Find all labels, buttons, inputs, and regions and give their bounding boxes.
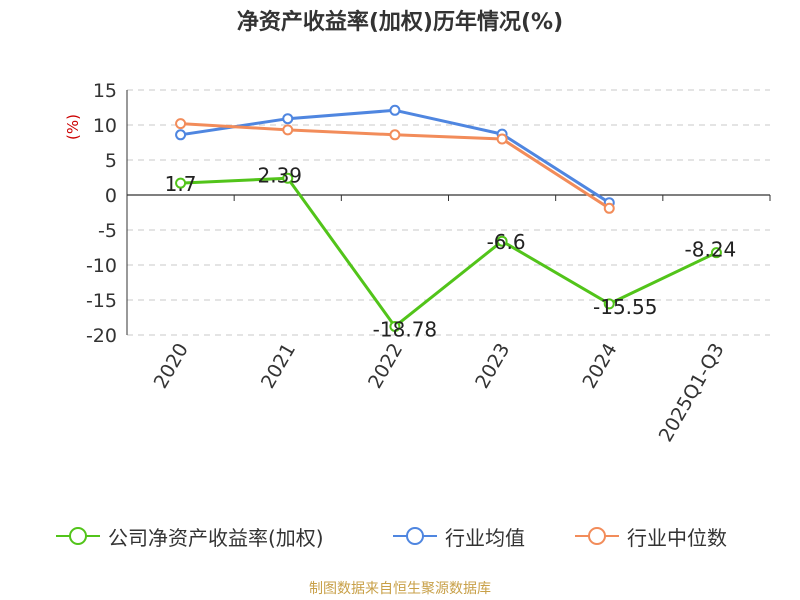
legend-marker-orange-icon	[575, 527, 619, 545]
data-point	[175, 177, 187, 189]
y-tick-label: -10	[86, 255, 117, 277]
y-tick-label: 10	[93, 115, 117, 137]
x-tick-label: 2020	[150, 340, 193, 393]
y-tick-label: 15	[93, 80, 117, 102]
legend-item-industry-mean[interactable]: 行业均值	[393, 522, 525, 550]
y-tick-label: -5	[98, 220, 117, 242]
x-tick-label: 2025Q1-Q3	[655, 340, 729, 446]
data-point	[175, 118, 187, 130]
x-tick-label: 2023	[471, 340, 514, 393]
data-point	[175, 129, 187, 141]
data-label: -18.78	[373, 317, 437, 341]
legend-item-company-roe[interactable]: 公司净资产收益率(加权)	[56, 522, 324, 550]
data-point	[496, 133, 508, 145]
y-axis-label: (%)	[64, 114, 82, 140]
x-tick-label: 2022	[364, 340, 407, 393]
data-point	[282, 113, 294, 125]
data-point	[282, 124, 294, 136]
data-point	[389, 104, 401, 116]
y-tick-label: 0	[105, 185, 117, 207]
data-point	[496, 235, 508, 247]
data-label: -15.55	[593, 295, 657, 319]
data-point	[710, 247, 722, 259]
legend-label: 公司净资产收益率(加权)	[108, 525, 324, 550]
x-tick-label: 2021	[257, 340, 300, 393]
legend-marker-green-icon	[56, 527, 100, 545]
data-point	[603, 202, 615, 214]
data-label: 2.39	[257, 163, 302, 187]
y-tick-label: -15	[86, 290, 117, 312]
data-label: 1.7	[165, 172, 197, 196]
data-point	[603, 298, 615, 310]
y-tick-label: 5	[105, 150, 117, 172]
data-label: -8.24	[685, 238, 737, 262]
data-label: -6.6	[487, 230, 526, 254]
series-line	[180, 108, 611, 204]
series-line	[180, 176, 718, 328]
data-point	[389, 320, 401, 332]
legend-label: 行业中位数	[627, 525, 727, 550]
data-source-note: 制图数据来自恒生聚源数据库	[309, 581, 491, 597]
legend-marker-blue-icon	[393, 527, 437, 545]
y-tick-label: -20	[86, 325, 117, 347]
chart-title: 净资产收益率(加权)历年情况(%)	[236, 10, 564, 35]
legend-label: 行业均值	[445, 525, 525, 550]
legend-item-industry-median[interactable]: 行业中位数	[575, 522, 727, 550]
data-point	[282, 172, 294, 184]
x-tick-label: 2024	[578, 340, 621, 393]
data-point	[389, 129, 401, 141]
